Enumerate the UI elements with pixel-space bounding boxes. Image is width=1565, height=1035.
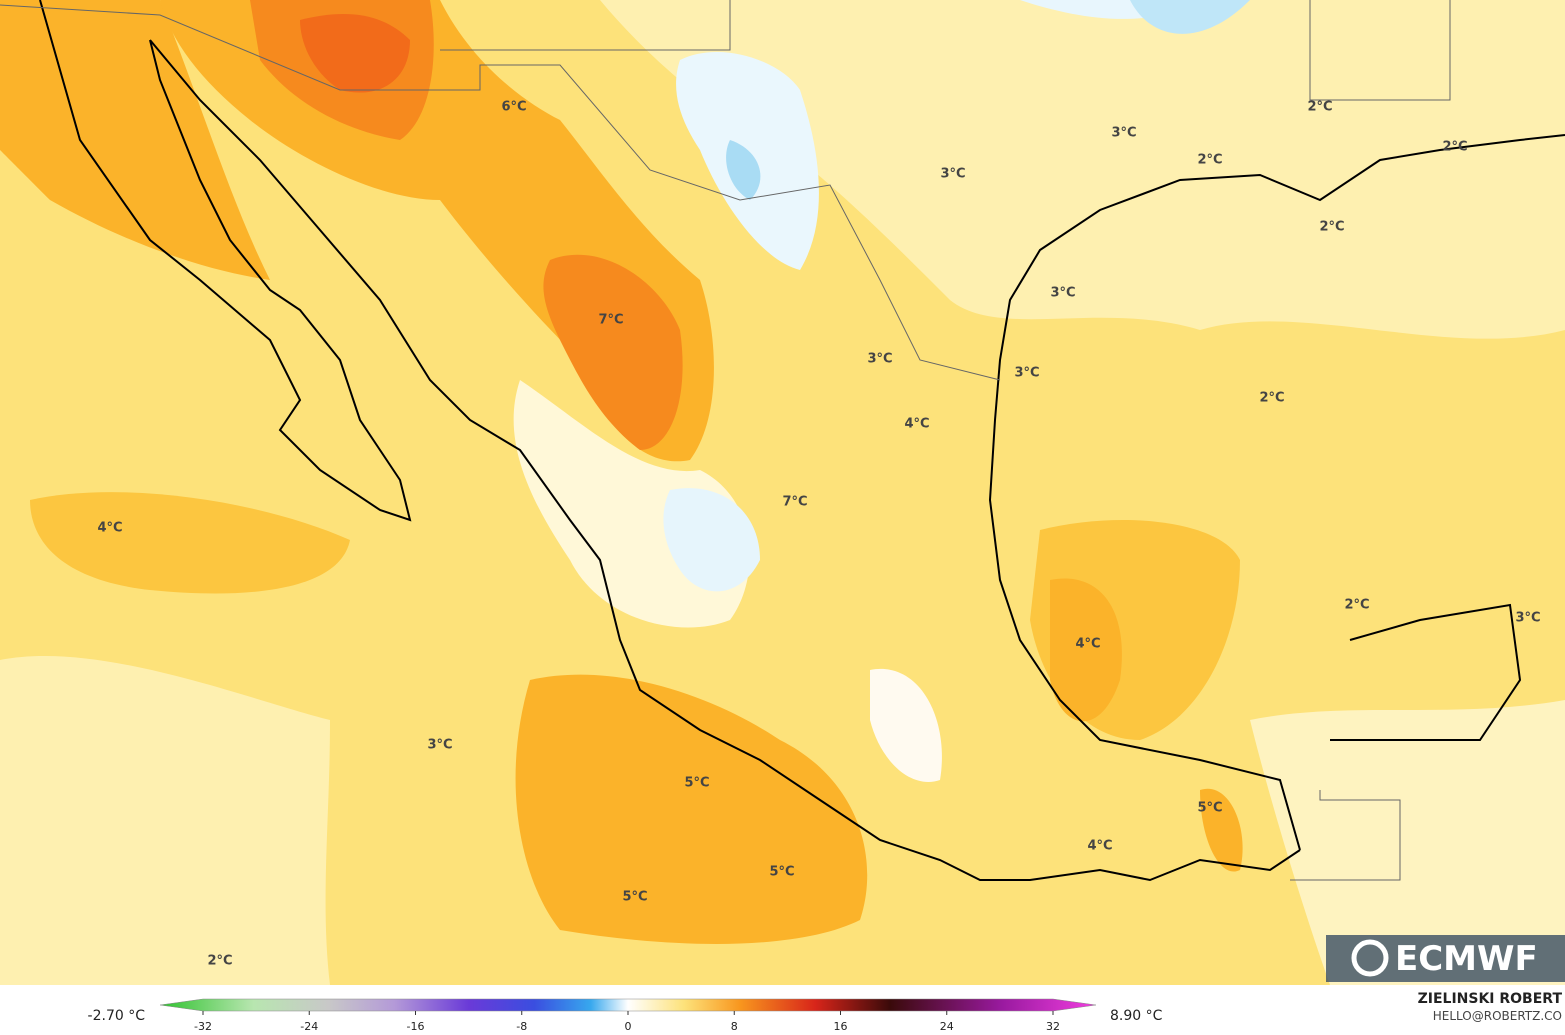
contour-label: 2°C <box>1319 220 1344 235</box>
coastline <box>39 0 1565 882</box>
contour-label: 5°C <box>622 890 647 905</box>
light-field <box>0 655 330 985</box>
contact: HELLO@ROBERTZ.CO <box>1433 1009 1562 1023</box>
contour-labels: 6°C 3°C 2°C 2°C 2°C 3°C 2°C 3°C 7°C 3°C 3°C 2°C 4°C 4… <box>97 100 1540 969</box>
tick-label: -32 <box>194 1020 212 1033</box>
contour-label: 2°C <box>1344 598 1369 613</box>
contour-label: 5°C <box>769 865 794 880</box>
tick-label: 0 <box>625 1020 632 1033</box>
cold-field <box>726 140 761 200</box>
tick-label: -24 <box>300 1020 318 1033</box>
tick-label: 24 <box>940 1020 954 1033</box>
contour-label: 5°C <box>1197 801 1222 816</box>
tick-label: 32 <box>1046 1020 1060 1033</box>
contour-label: 4°C <box>904 417 929 432</box>
light-field <box>1250 700 1565 985</box>
logo-icon <box>1351 939 1389 977</box>
contour-label: 3°C <box>867 352 892 367</box>
contour-label: 4°C <box>97 521 122 536</box>
warm-field <box>515 674 868 944</box>
colorbar-ticks: -32 -24 -16 -8 0 8 16 24 32 <box>194 1011 1060 1033</box>
hot-field <box>543 254 683 450</box>
contour-label: 4°C <box>1075 637 1100 652</box>
author: ZIELINSKI ROBERT <box>1418 991 1563 1007</box>
light-field <box>870 668 942 782</box>
contour-label: 7°C <box>782 495 807 510</box>
cold-field <box>663 488 760 592</box>
contour-label: 3°C <box>1050 286 1075 301</box>
contour-label: 3°C <box>1111 126 1136 141</box>
tick-label: 8 <box>731 1020 738 1033</box>
map: ECMWF 6°C 3°C 2°C 2°C 2°C 3°C 2°C 3°C 7°C 3°C 3°C 2… <box>0 0 1565 985</box>
light-field <box>600 0 1565 339</box>
contour-label: 3°C <box>427 738 452 753</box>
warm-field <box>1200 788 1243 872</box>
logo-text: ECMWF <box>1395 939 1538 979</box>
contour-label: 2°C <box>207 954 232 969</box>
contour-label: 2°C <box>1197 153 1222 168</box>
hot-field <box>300 14 410 93</box>
contour-label: 3°C <box>1515 611 1540 626</box>
min-label: -2.70 °C <box>88 1008 146 1024</box>
tick-label: -8 <box>516 1020 527 1033</box>
colorbar <box>159 998 1097 1012</box>
cold-field <box>1130 0 1250 34</box>
contour-label: 7°C <box>598 313 623 328</box>
logo: ECMWF <box>1326 935 1565 982</box>
warm-field <box>30 492 350 594</box>
contour-label: 2°C <box>1442 140 1467 155</box>
tick-label: -16 <box>407 1020 425 1033</box>
tick-label: 16 <box>834 1020 848 1033</box>
contour-label: 3°C <box>940 167 965 182</box>
warm-field <box>0 0 270 280</box>
contour-label: 3°C <box>1014 366 1039 381</box>
contour-label: 2°C <box>1259 391 1284 406</box>
warm-field <box>1050 578 1122 722</box>
contour-label: 5°C <box>684 776 709 791</box>
borders <box>0 0 1451 881</box>
contour-label: 4°C <box>1087 839 1112 854</box>
max-label: 8.90 °C <box>1110 1008 1163 1024</box>
contour-label: 2°C <box>1307 100 1332 115</box>
contour-label: 6°C <box>501 100 526 115</box>
